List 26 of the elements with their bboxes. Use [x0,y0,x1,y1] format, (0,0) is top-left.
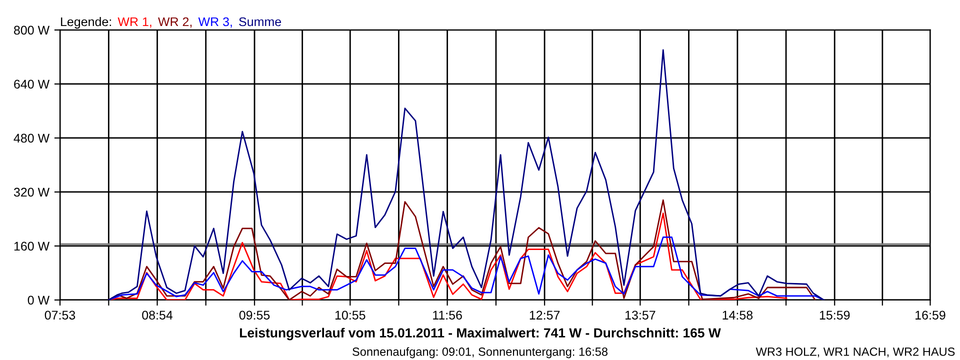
legend-title: Legende: [61,16,111,29]
x-tick-label: 14:58 [722,310,753,320]
x-tick-label: 07:53 [44,310,76,320]
line-series [108,236,824,300]
y-tick-label: 800 W [14,26,50,35]
x-tick-label: 08:54 [142,310,173,320]
x-tick-label: 09:55 [239,310,270,320]
text: WR3 HOLZ, WR1 NACH, WR2 HAUS [756,348,955,358]
text: WR 1, [118,17,152,28]
x-tick-label: 12:57 [530,310,560,320]
x-tick-label: 13:57 [626,310,656,320]
text: Leistungsverlauf vom 15.01.2011 - Maximalwert: 741 W - Durchschnitt: 165 W [240,328,721,340]
x-tick-label: 16:59 [916,310,946,320]
y-tick-label: 480 W [14,134,50,143]
y-tick-label: 640 W [14,80,50,89]
text: Summe [239,17,282,26]
x-tick-label: 10:55 [335,310,366,320]
text: Sonnenaufgang: 09:01, Sonnenuntergang: 16:58 [352,347,608,358]
x-tick-label: 11:56 [433,310,462,320]
text: WR 2, [158,17,192,28]
x-tick-label: 15:59 [820,310,850,320]
y-tick-label: 0 W [28,296,50,305]
y-tick-label: 320 W [14,188,50,197]
line-series [108,49,824,300]
text: WR 3, [198,17,232,28]
y-tick-label: 160 W [14,242,50,251]
